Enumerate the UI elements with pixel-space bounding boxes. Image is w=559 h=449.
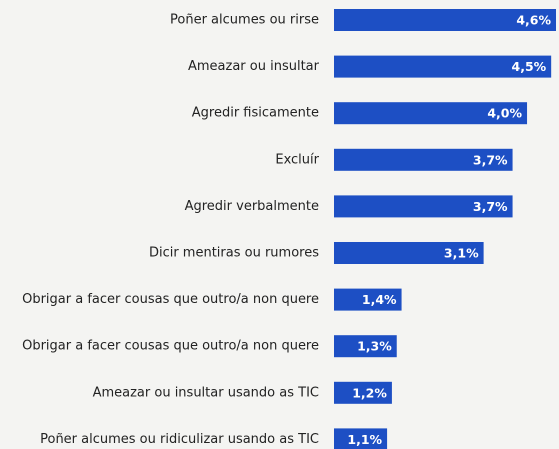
value-label: 1,2% — [352, 385, 387, 400]
category-label: Ameazar ou insultar usando as TIC — [93, 385, 319, 400]
bar — [334, 335, 397, 358]
bar — [334, 381, 392, 404]
category-label: Ameazar ou insultar — [188, 59, 320, 74]
bar — [334, 9, 556, 31]
bar — [334, 148, 513, 171]
bar — [334, 102, 528, 125]
bar — [334, 428, 388, 449]
category-label: Dicir mentiras ou rumores — [149, 246, 319, 261]
value-label: 3,7% — [473, 152, 508, 167]
value-label: 4,5% — [512, 59, 547, 74]
category-label: Agredir verbalmente — [185, 199, 319, 214]
value-label: 4,6% — [516, 13, 551, 28]
bar — [334, 55, 552, 78]
bar — [334, 242, 484, 264]
value-label: 1,4% — [362, 292, 397, 307]
bar — [334, 195, 513, 218]
value-label: 1,1% — [347, 432, 382, 447]
bar — [334, 288, 402, 311]
category-label: Agredir fisicamente — [192, 106, 319, 121]
category-label: Excluír — [275, 152, 319, 167]
category-label: Poñer alcumes ou rirse — [170, 13, 319, 28]
category-label: Obrigar a facer cousas que outro/a non q… — [22, 292, 319, 307]
category-label: Poñer alcumes ou ridiculizar usando as T… — [40, 432, 319, 447]
value-label: 3,7% — [473, 199, 508, 214]
category-label: Obrigar a facer cousas que outro/a non q… — [22, 339, 319, 354]
value-label: 4,0% — [487, 106, 522, 121]
value-label: 1,3% — [357, 339, 392, 354]
value-label: 3,1% — [444, 246, 479, 261]
